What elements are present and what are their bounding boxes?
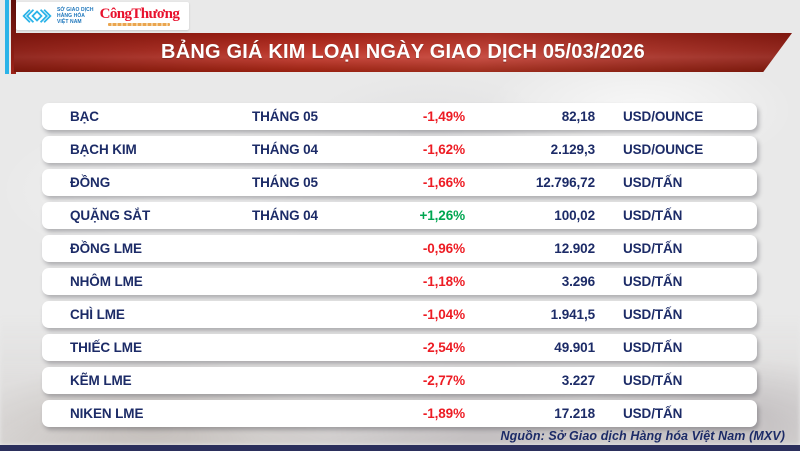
- price-value: 3.296: [561, 274, 595, 289]
- change-percent: -1,89%: [422, 406, 465, 421]
- cong-thuong-logo: CôngThương: [99, 5, 180, 26]
- price-unit: USD/TẤN: [623, 340, 683, 355]
- left-stripe-cyan: [5, 0, 9, 74]
- title-banner: BẢNG GIÁ KIM LOẠI NGÀY GIAO DỊCH 05/03/2…: [14, 33, 792, 72]
- mxv-logo-icon: [22, 9, 52, 23]
- price-unit: USD/OUNCE: [623, 109, 704, 124]
- commodity-name: ĐỒNG: [70, 175, 111, 190]
- change-percent: -0,96%: [422, 241, 465, 256]
- commodity-name: KẼM LME: [70, 373, 132, 388]
- mxv-logo-line2: HÀNG HÓA: [57, 12, 86, 19]
- left-stripe-maroon: [11, 0, 16, 74]
- change-percent: +1,26%: [419, 208, 465, 223]
- contract-month: THÁNG 04: [252, 208, 318, 223]
- commodity-name: BẠC: [70, 109, 99, 124]
- price-unit: USD/TẤN: [623, 307, 683, 322]
- change-percent: -1,66%: [422, 175, 465, 190]
- change-percent: -2,77%: [422, 373, 465, 388]
- price-value: 3.227: [561, 373, 595, 388]
- price-unit: USD/OUNCE: [623, 142, 704, 157]
- change-percent: -1,49%: [422, 109, 465, 124]
- change-percent: -1,18%: [422, 274, 465, 289]
- table-row: NHÔM LME -1,18% 3.296 USD/TẤN: [42, 268, 757, 295]
- logo-bar: SỞ GIAO DỊCH HÀNG HÓA VIỆT NAM CôngThươn…: [16, 2, 189, 30]
- table-row: ĐỒNG THÁNG 05 -1,66% 12.796,72 USD/TẤN: [42, 169, 757, 196]
- price-value: 82,18: [561, 109, 595, 124]
- commodity-name: THIẾC LME: [70, 340, 142, 355]
- commodity-name: QUẶNG SẮT: [70, 208, 151, 223]
- price-unit: USD/TẤN: [623, 274, 683, 289]
- price-value: 12.796,72: [535, 175, 595, 190]
- price-table: BẠC THÁNG 05 -1,49% 82,18 USD/OUNCE BẠCH…: [42, 103, 757, 433]
- price-value: 100,02: [554, 208, 595, 223]
- contract-month: THÁNG 04: [252, 142, 318, 157]
- price-value: 17.218: [554, 406, 595, 421]
- price-value: 2.129,3: [550, 142, 595, 157]
- change-percent: -2,54%: [422, 340, 465, 355]
- commodity-name: CHÌ LME: [70, 307, 125, 322]
- price-unit: USD/TẤN: [623, 208, 683, 223]
- contract-month: THÁNG 05: [252, 109, 318, 124]
- commodity-name: BẠCH KIM: [70, 142, 137, 157]
- bottom-bar: [0, 445, 800, 451]
- mxv-logo-line1: SỞ GIAO DỊCH: [57, 6, 94, 13]
- price-value: 1.941,5: [550, 307, 595, 322]
- price-value: 49.901: [554, 340, 595, 355]
- price-unit: USD/TẤN: [623, 406, 683, 421]
- change-percent: -1,62%: [422, 142, 465, 157]
- table-row: QUẶNG SẮT THÁNG 04 +1,26% 100,02 USD/TẤN: [42, 202, 757, 229]
- mxv-logo-line3: VIỆT NAM: [57, 19, 82, 26]
- price-unit: USD/TẤN: [623, 241, 683, 256]
- change-percent: -1,04%: [422, 307, 465, 322]
- table-row: ĐỒNG LME -0,96% 12.902 USD/TẤN: [42, 235, 757, 262]
- price-unit: USD/TẤN: [623, 373, 683, 388]
- mxv-logo-text: SỞ GIAO DỊCH HÀNG HÓA VIỆT NAM: [57, 7, 94, 26]
- price-value: 12.902: [554, 241, 595, 256]
- table-row: BẠCH KIM THÁNG 04 -1,62% 2.129,3 USD/OUN…: [42, 136, 757, 163]
- source-note: Nguồn: Sở Giao dịch Hàng hóa Việt Nam (M…: [500, 429, 785, 443]
- page-title: BẢNG GIÁ KIM LOẠI NGÀY GIAO DỊCH 05/03/2…: [161, 41, 645, 63]
- table-row: NIKEN LME -1,89% 17.218 USD/TẤN: [42, 400, 757, 427]
- cong-thuong-wordmark: CôngThương: [99, 5, 180, 22]
- table-row: BẠC THÁNG 05 -1,49% 82,18 USD/OUNCE: [42, 103, 757, 130]
- table-row: CHÌ LME -1,04% 1.941,5 USD/TẤN: [42, 301, 757, 328]
- table-row: THIẾC LME -2,54% 49.901 USD/TẤN: [42, 334, 757, 361]
- table-row: KẼM LME -2,77% 3.227 USD/TẤN: [42, 367, 757, 394]
- commodity-name: NIKEN LME: [70, 406, 144, 421]
- commodity-name: ĐỒNG LME: [70, 241, 142, 256]
- price-unit: USD/TẤN: [623, 175, 683, 190]
- contract-month: THÁNG 05: [252, 175, 318, 190]
- cong-thuong-tagline-bar: [107, 22, 170, 26]
- commodity-name: NHÔM LME: [70, 274, 143, 289]
